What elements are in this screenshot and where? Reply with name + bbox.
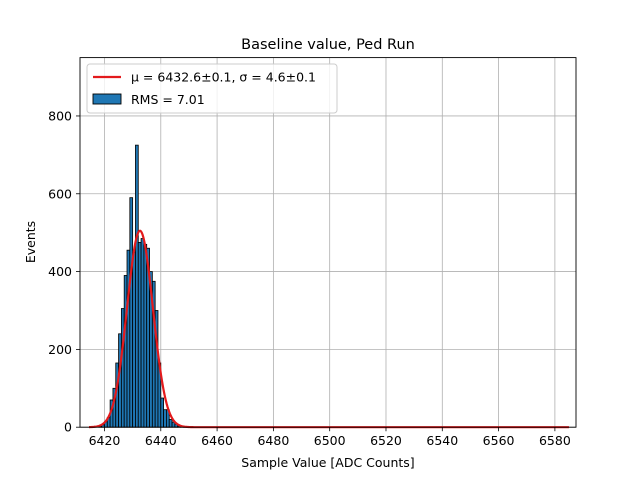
histogram-bars xyxy=(98,144,187,428)
histogram-bar xyxy=(135,144,139,428)
plot-area xyxy=(80,57,576,428)
histogram-bar xyxy=(137,241,142,428)
x-tick-label: 6500 xyxy=(314,433,346,448)
x-axis-ticks: 6420 6440 6460 6480 6500 6520 6540 6560 6580 xyxy=(89,427,571,448)
histogram-bar xyxy=(120,308,125,428)
y-tick-label: 200 xyxy=(48,342,72,357)
y-tick-label: 800 xyxy=(48,108,72,123)
legend-fit-label: μ = 6432.6±0.1, σ = 4.6±0.1 xyxy=(131,70,316,85)
legend: μ = 6432.6±0.1, σ = 4.6±0.1 RMS = 7.01 xyxy=(86,63,338,114)
y-axis-ticks: 0 200 400 600 800 xyxy=(48,108,80,435)
x-tick-label: 6420 xyxy=(89,433,121,448)
histogram-bar xyxy=(143,243,148,428)
y-tick-label: 0 xyxy=(64,420,72,435)
x-tick-label: 6580 xyxy=(539,433,571,448)
legend-box xyxy=(86,63,338,114)
x-tick-label: 6540 xyxy=(426,433,458,448)
x-tick-label: 6560 xyxy=(483,433,515,448)
histogram-bar xyxy=(132,251,136,428)
histogram-bar xyxy=(163,409,167,428)
histogram-bar xyxy=(168,419,173,428)
chart-title: Baseline value, Ped Run xyxy=(241,37,415,53)
legend-histogram-swatch xyxy=(92,93,122,105)
x-axis-label: Sample Value [ADC Counts] xyxy=(241,455,414,470)
histogram-bar xyxy=(160,397,165,428)
histogram-bar xyxy=(129,197,134,428)
y-axis-label: Events xyxy=(23,221,38,263)
histogram-bar xyxy=(123,275,128,428)
y-tick-label: 600 xyxy=(48,186,72,201)
y-tick-label: 400 xyxy=(48,264,72,279)
x-tick-label: 6520 xyxy=(370,433,402,448)
legend-histogram-label: RMS = 7.01 xyxy=(131,92,205,107)
histogram-bar xyxy=(140,238,145,428)
plot-frame xyxy=(79,57,577,428)
x-tick-label: 6460 xyxy=(201,433,233,448)
x-tick-label: 6440 xyxy=(145,433,177,448)
grid xyxy=(80,57,576,428)
x-tick-label: 6480 xyxy=(257,433,289,448)
